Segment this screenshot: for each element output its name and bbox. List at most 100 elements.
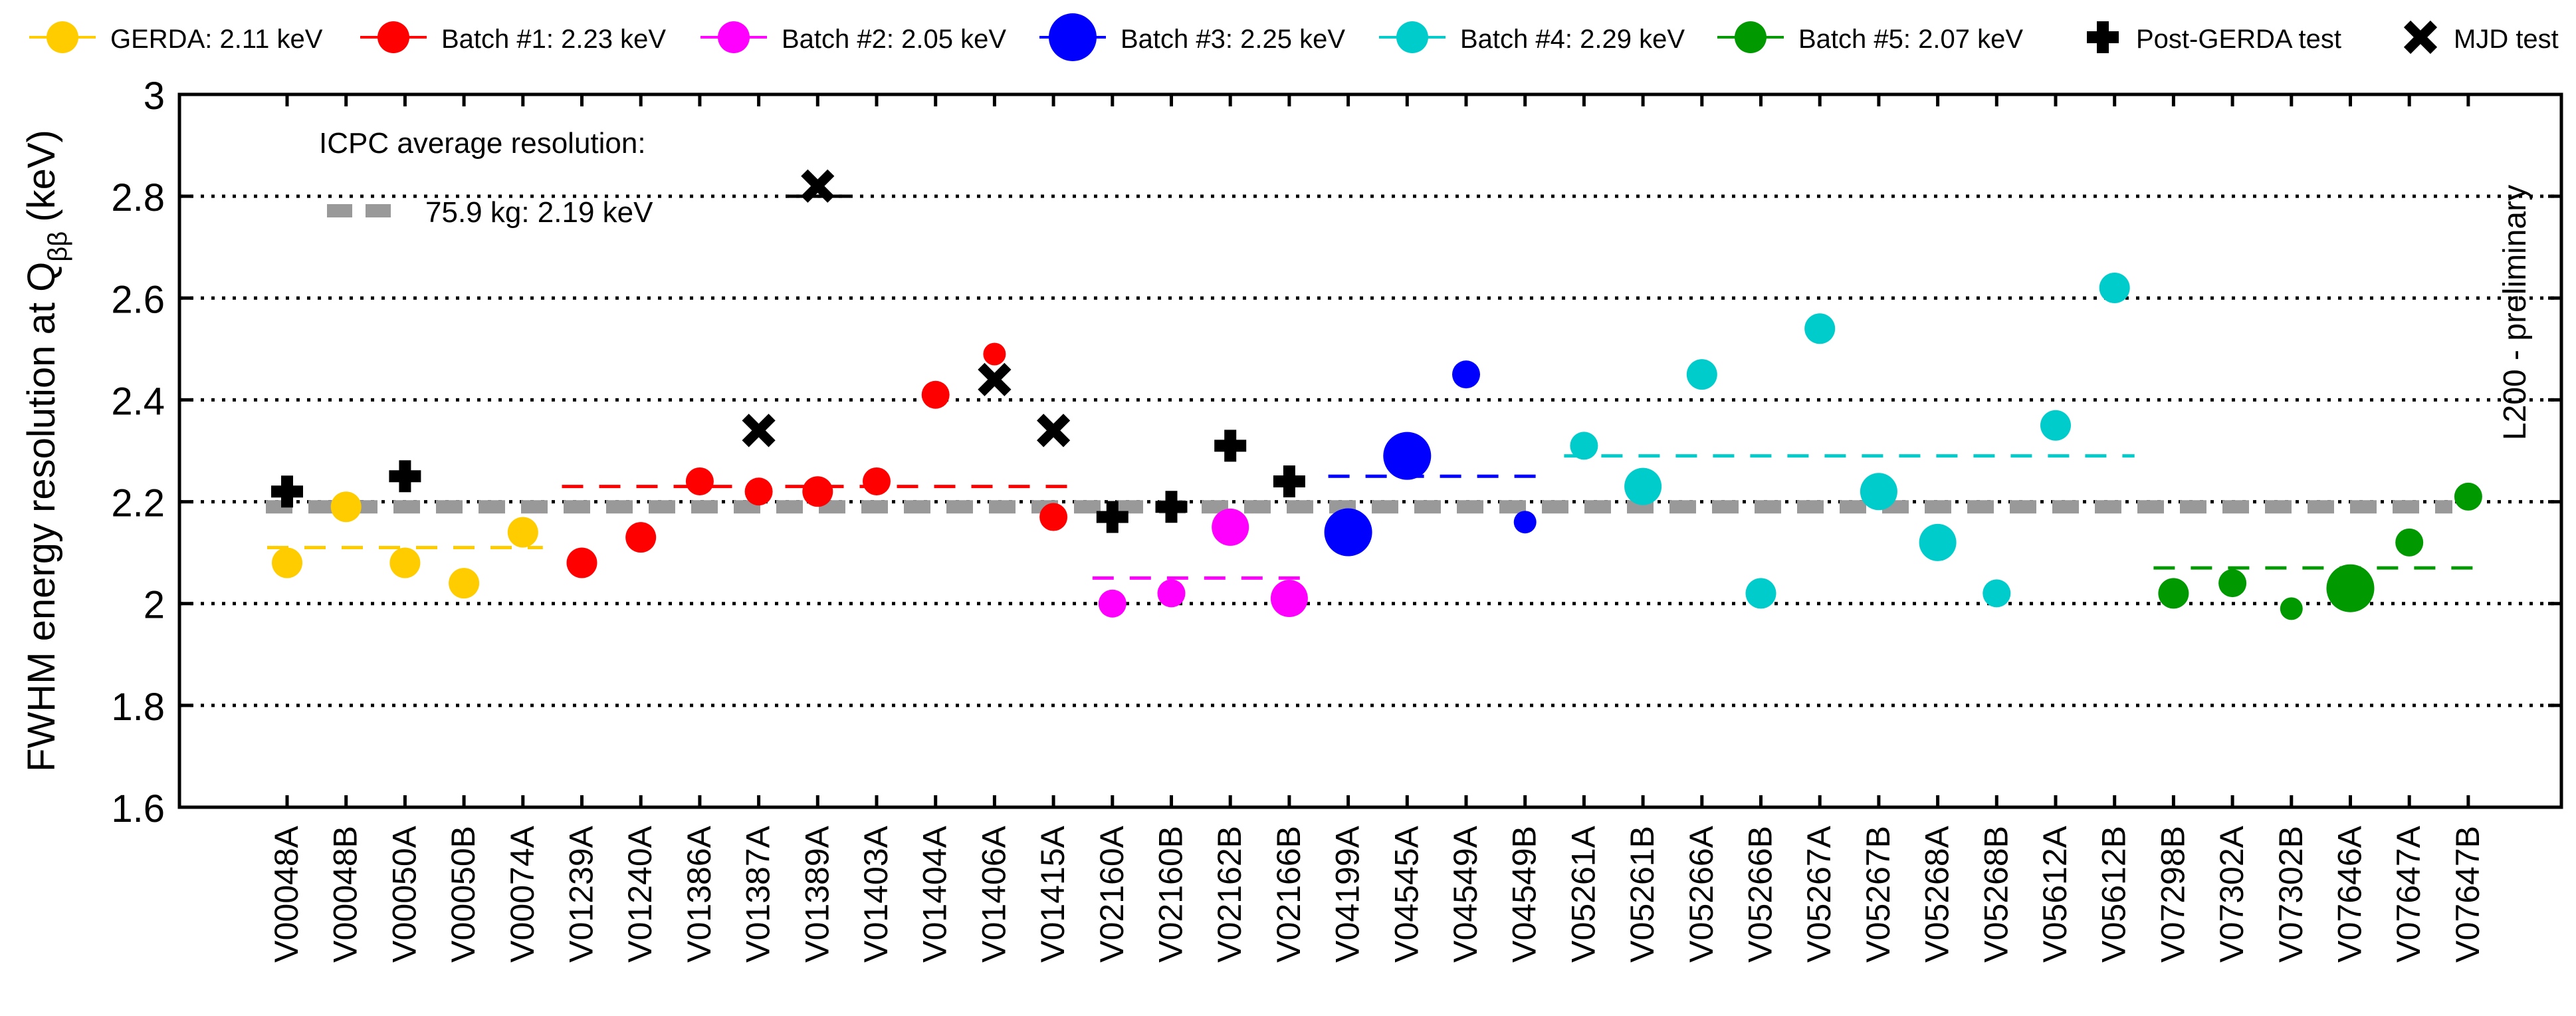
data-point [2395,528,2424,557]
y-tick-label: 2.2 [111,482,165,525]
data-point [1157,579,1186,608]
data-point [921,380,950,409]
data-point [2158,578,2189,609]
legend-label: MJD test [2454,25,2559,54]
data-point [1039,503,1068,531]
x-tick-label: V00074A [504,825,541,962]
legend: GERDA: 2.11 keV Batch #1: 2.23 keV Batch #… [29,13,2559,61]
data-point [1324,508,1372,557]
x-tick-label: V05612A [2036,825,2074,962]
x-tick-label: V05266B [1742,826,1779,963]
batch-average-lines [267,454,2488,580]
legend-item: GERDA: 2.11 keV [29,21,323,54]
legend-marker [718,21,750,53]
data-point [1624,467,1662,505]
data-point [744,477,773,506]
data-point [1745,578,1776,609]
data-point [2454,482,2482,511]
data-point [863,467,891,495]
legend-cross-marker [2403,20,2438,55]
x-tick-label: V00050B [445,826,482,963]
legend-label: Batch #2: 2.05 keV [782,25,1006,54]
plot-frame [177,92,2563,809]
data-point [1513,511,1537,534]
legend-plus-marker [2087,21,2119,53]
x-tick-label: V01415A [1034,825,1071,962]
post-gerda-marker [1273,465,1305,497]
mjd-marker-b [978,362,1012,396]
data-point [1452,360,1480,389]
post-gerda-marker [271,475,303,508]
mjd-marker-b [801,169,835,203]
legend-item: Batch #4: 2.29 keV [1379,21,1685,54]
legend-marker [1735,21,1767,53]
x-tick-label: V05267B [1860,826,1897,963]
x-tick-label: V05261A [1564,825,1602,962]
data-point [1804,313,1836,344]
x-tick-label: V02166B [1270,826,1307,963]
mjd-marker-b [1037,414,1071,447]
overall-average-line [266,194,2452,514]
data-point [983,342,1006,366]
data-point [1983,579,2011,608]
legend-label: Batch #5: 2.07 keV [1798,25,2023,54]
x-tick-label: V00048B [327,826,364,963]
data-point [2218,569,2247,598]
x-tick-label: V07647A [2390,825,2427,962]
post-gerda-marker [1155,491,1188,523]
legend-item: MJD test [2403,20,2559,55]
y-tick-label: 1.8 [111,686,165,729]
legend-marker [1049,13,1097,61]
mjd-marker-b [742,414,776,447]
legend-label: GERDA: 2.11 keV [110,25,323,54]
x-tick-label: V00048A [268,825,305,962]
average-annotation: ICPC average resolution: 75.9 kg: 2.19 k… [319,127,653,229]
y-tick-label: 2.8 [111,176,165,219]
data-point [2326,564,2375,612]
legend-cross-marker-b [2403,20,2438,55]
legend-label: Batch #4: 2.29 keV [1460,25,1685,54]
x-axis: V00048A V00048B V00050A V00050B V00074A V0123… [268,94,2486,963]
legend-marker [1396,21,1428,53]
legend-marker [377,21,409,53]
y-tick-label: 2 [144,584,165,627]
data-point [685,467,714,495]
x-tick-label: V05266A [1683,825,1720,962]
x-tick-label: V05268B [1977,826,2014,963]
x-tick-label: V01239A [563,825,600,962]
x-tick-label: V05267A [1800,825,1838,962]
x-tick-label: V04199A [1329,825,1366,962]
x-tick-label: V02160A [1093,825,1130,962]
data-point [389,547,421,578]
x-tick-label: V01389A [798,825,835,962]
legend-item: Batch #5: 2.07 keV [1717,21,2023,54]
data-point [802,476,833,507]
y-axis: 1.6 1.8 2 2.2 2.4 2.6 2.8 3 [111,74,2561,830]
legend-label: Batch #3: 2.25 keV [1121,25,1345,54]
x-tick-label: V07302A [2213,825,2250,962]
legend-item: Post-GERDA test [2087,21,2341,54]
x-tick-label: V05261B [1624,826,1661,963]
post-gerda-marker [1214,430,1247,462]
data-point [1860,473,1897,511]
data-point [566,547,597,578]
data-point [1212,508,1249,546]
annotation-title: ICPC average resolution: [319,127,646,160]
grid-lines [179,194,2561,707]
legend-label: Batch #1: 2.23 keV [441,25,666,54]
y-tick-label: 3 [144,74,165,118]
data-point [1686,359,1717,390]
x-tick-label: V01403A [857,825,895,962]
legend-item: Batch #1: 2.23 keV [360,21,666,54]
x-tick-label: V05612B [2095,826,2133,963]
post-gerda-marker [1096,501,1128,533]
legend-item: Batch #2: 2.05 keV [700,21,1006,54]
data-point [1570,432,1598,460]
data-point [1919,523,1957,561]
data-point [1383,432,1432,480]
mjd-marker [978,362,1012,396]
x-tick-label: V01386A [681,825,718,962]
data-point [625,522,657,553]
x-tick-label: V04549A [1447,825,1484,962]
